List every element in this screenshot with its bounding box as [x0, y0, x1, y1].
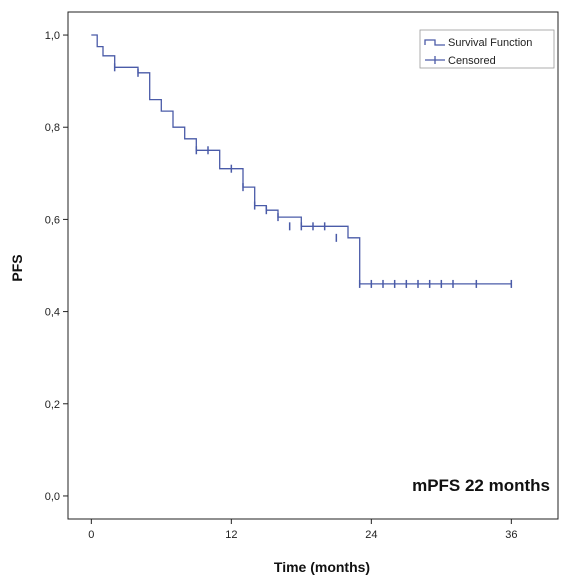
y-axis: 0,0 0,2 0,4 0,6 0,8 1,0: [45, 30, 68, 503]
series-layer: [91, 34, 513, 288]
plot-frame: [67, 11, 559, 520]
legend-step-icon: [424, 39, 445, 46]
x-tick-label: 24: [365, 529, 377, 541]
x-tick-label: 12: [225, 529, 237, 541]
x-axis: 0 12 24 36: [88, 519, 517, 541]
x-tick-label: 36: [505, 529, 517, 541]
legend-label-censored: Censored: [448, 55, 496, 67]
y-tick-label: 0,4: [45, 307, 60, 319]
y-tick-label: 0,8: [45, 122, 60, 134]
legend-box: [419, 29, 555, 69]
y-tick-label: 0,0: [45, 491, 60, 503]
y-axis-title: PFS: [9, 254, 25, 281]
x-axis-title: Time (months): [274, 559, 370, 575]
y-tick-label: 0,6: [45, 214, 60, 226]
mpfs-annotation: mPFS 22 months: [412, 476, 550, 495]
x-tick-label: 0: [88, 529, 94, 541]
y-tick-label: 0,2: [45, 399, 60, 411]
legend-label-survival: Survival Function: [448, 37, 532, 49]
legend: Survival Function Censored: [419, 29, 555, 69]
y-tick-label: 1,0: [45, 30, 60, 42]
